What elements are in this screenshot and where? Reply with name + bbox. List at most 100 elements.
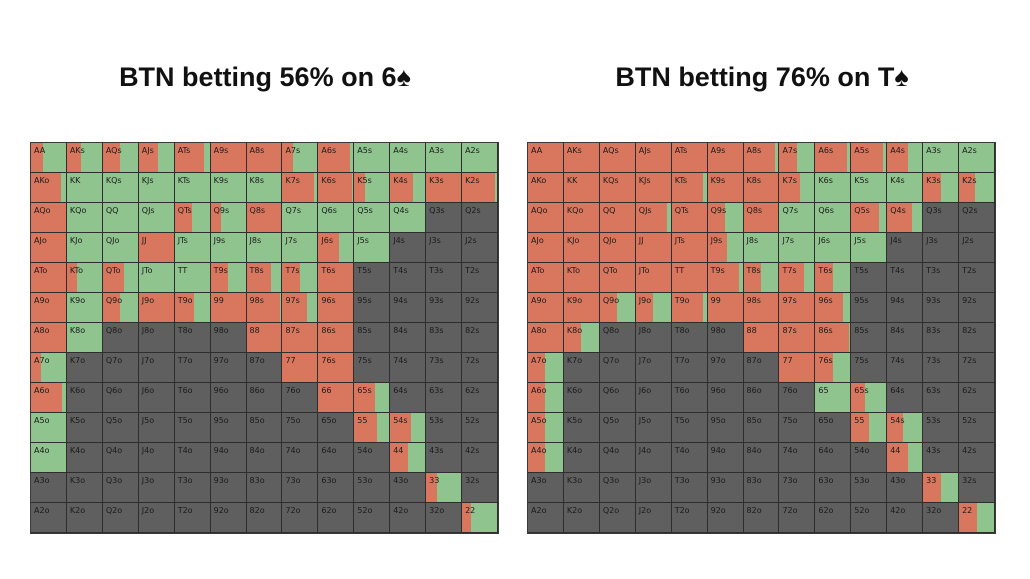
bet-frequency-bar (923, 173, 941, 202)
hand-cell: 63o (815, 473, 852, 503)
hand-cell: A2o (528, 503, 564, 533)
hand-cell: 93s (923, 293, 960, 323)
hand-cell: Q4o (599, 443, 636, 473)
hand-label: Q7o (602, 356, 620, 365)
hand-cell: 73o (779, 473, 816, 503)
hand-cell: 75o (282, 413, 319, 443)
hand-label: KQo (69, 206, 87, 215)
check-frequency-bar (339, 233, 354, 262)
hand-label: K5o (69, 416, 86, 425)
hand-cell: K6s (318, 173, 355, 203)
hand-cell: 76s (815, 353, 852, 383)
hand-label: QJs (638, 206, 652, 215)
hand-cell: J7s (779, 233, 816, 263)
hand-cell: 62s (462, 383, 498, 413)
hand-label: JJ (638, 236, 644, 245)
hand-label: QTo (105, 266, 121, 275)
hand-cell: A3o (528, 473, 564, 503)
bet-frequency-bar (635, 203, 668, 232)
hand-cell: QJo (599, 233, 636, 263)
hand-cell: AJo (528, 233, 564, 263)
hand-label: T2o (177, 506, 193, 515)
check-frequency-bar (102, 233, 138, 262)
hand-label: T8o (177, 326, 193, 335)
hand-cell: 65s (851, 383, 888, 413)
hand-label: 72o (782, 506, 798, 515)
hand-label: 55 (357, 416, 368, 425)
bet-frequency-bar (102, 263, 124, 292)
hand-cell: J3s (923, 233, 960, 263)
bet-frequency-bar (210, 203, 222, 232)
hand-cell: Q7s (779, 203, 816, 233)
hand-cell: K3o (563, 473, 600, 503)
hand-cell: J8s (246, 233, 283, 263)
bet-frequency-bar (528, 323, 563, 352)
hand-cell: K3s (923, 173, 960, 203)
hand-cell: 53s (923, 413, 960, 443)
hand-cell: 76o (282, 383, 319, 413)
hand-cell: 76o (779, 383, 816, 413)
hand-cell: 54s (887, 413, 924, 443)
hand-label: T6o (674, 386, 690, 395)
hand-label: 64s (393, 386, 408, 395)
hand-cell: J4o (635, 443, 672, 473)
hand-label: Q6s (321, 206, 337, 215)
hand-cell: KTs (174, 173, 211, 203)
hand-label: 53o (357, 476, 373, 485)
check-frequency-bar (318, 203, 354, 232)
hand-label: A6o (531, 386, 547, 395)
bet-frequency-bar (318, 143, 350, 172)
hand-cell: 84o (246, 443, 283, 473)
check-frequency-bar (123, 263, 138, 292)
hand-label: J5o (638, 416, 652, 425)
hand-cell: A4s (390, 143, 427, 173)
hand-label: 32o (429, 506, 445, 515)
hand-label: 74o (285, 446, 301, 455)
hand-label: 74o (782, 446, 798, 455)
hand-cell: J9o (138, 293, 175, 323)
check-frequency-bar (138, 173, 174, 202)
hand-label: TT (177, 266, 188, 275)
hand-label: Q6o (602, 386, 620, 395)
hand-cell: Q7s (282, 203, 319, 233)
hand-cell: 53o (851, 473, 888, 503)
bet-frequency-bar (887, 203, 912, 232)
bet-frequency-bar (779, 323, 815, 352)
hand-cell: 73o (282, 473, 319, 503)
hand-label: J4s (393, 236, 405, 245)
hand-label: J6s (321, 236, 333, 245)
hand-cell: 94o (210, 443, 247, 473)
hand-cell: KJo (66, 233, 103, 263)
bet-frequency-bar (66, 263, 78, 292)
hand-cell: Q2o (102, 503, 139, 533)
hand-label: J7o (141, 356, 155, 365)
check-frequency-bar (192, 203, 210, 232)
hand-cell: QQ (599, 203, 636, 233)
hand-label: QTs (674, 206, 689, 215)
hand-cell: J5o (635, 413, 672, 443)
hand-cell: 82s (959, 323, 995, 353)
hand-label: Q5s (854, 206, 870, 215)
hand-label: QTs (177, 206, 192, 215)
hand-label: QJo (105, 236, 120, 245)
hand-label: A7o (531, 356, 547, 365)
bet-frequency-bar (743, 323, 779, 352)
hand-label: AJs (638, 146, 651, 155)
hand-cell: Q5o (599, 413, 636, 443)
hand-label: Q2o (602, 506, 620, 515)
hand-cell: QTs (671, 203, 708, 233)
hand-cell: ATo (528, 263, 564, 293)
hand-label: Q4o (105, 446, 123, 455)
hand-label: JTs (674, 236, 685, 245)
hand-label: KJo (566, 236, 580, 245)
hand-cell: J6s (318, 233, 355, 263)
hand-cell: A6s (815, 143, 852, 173)
hand-label: 73o (285, 476, 301, 485)
hand-label: 87s (782, 326, 797, 335)
check-frequency-bar (843, 293, 851, 322)
check-frequency-bar (120, 143, 138, 172)
bet-frequency-bar (31, 203, 66, 232)
check-frequency-bar (349, 143, 354, 172)
hand-cell: A9s (707, 143, 744, 173)
hand-label: 75o (285, 416, 301, 425)
